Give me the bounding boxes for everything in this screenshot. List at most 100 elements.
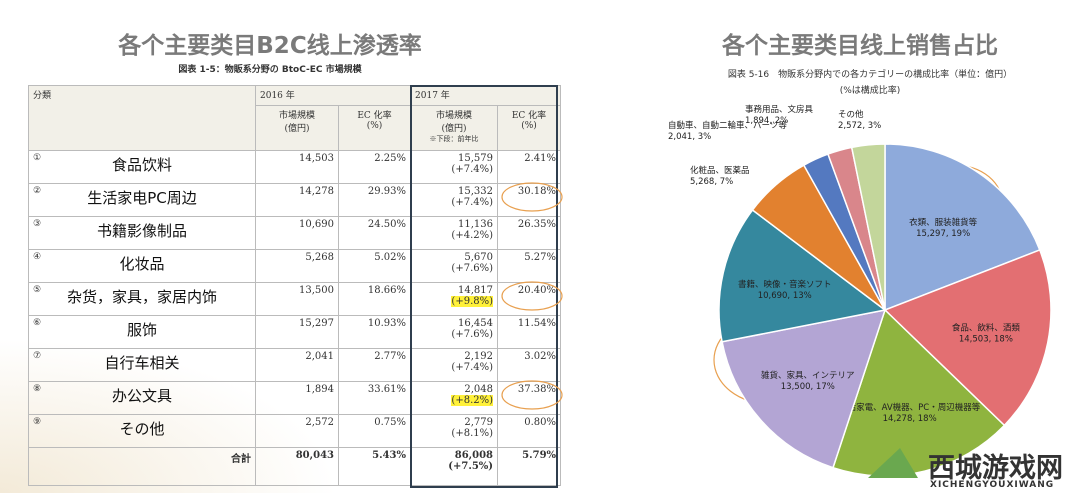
- slice-label: 食品、飲料、酒類 14,503, 18%: [952, 322, 1021, 344]
- left-title: 各个主要类目B2C线上渗透率: [118, 33, 422, 59]
- slice-value: 10,690, 13%: [758, 291, 812, 301]
- total-label: 合計: [28, 447, 256, 486]
- growth-text: (+8.1%): [451, 428, 494, 439]
- subheader-row: 市場規模 (億円) EC 化率 (%) 市場規模 (億円) ※下段：前年比 EC 化率 …: [29, 105, 562, 151]
- market-2017: 2,779 (+8.1%): [410, 414, 499, 448]
- subheader-cell: 市場規模 (億円) ※下段：前年比: [410, 105, 499, 151]
- growth: (+7.6%): [415, 329, 493, 340]
- category-cell: ① 食品饮料: [28, 150, 256, 184]
- market-2017: 15,332 (+7.4%): [410, 183, 499, 217]
- pie-slice: [883, 248, 1052, 427]
- growth: (+7.4%): [415, 362, 493, 373]
- market-value: 15,332: [458, 186, 494, 197]
- subheader-cell: EC 化率 (%): [337, 105, 412, 151]
- market-2017: 14,817 (+9.8%): [410, 282, 499, 316]
- watermark-url: XICHENGYOUXIWANG: [930, 480, 1055, 490]
- growth: (+7.4%): [415, 197, 493, 208]
- row-marker: ⑨: [33, 417, 42, 427]
- growth: (+7.4%): [415, 164, 493, 175]
- header-cell: 分類: [28, 85, 256, 151]
- ec-rate-2016: 2.77%: [337, 348, 412, 382]
- table-row: ⑨ その他 2,572 0.75% 2,779 (+8.1%) 0.80%: [28, 414, 562, 448]
- table-caption: 図表 1-5：物販系分野の BtoC-EC 市場規模: [178, 65, 362, 75]
- pie-slice: [721, 309, 887, 469]
- total-row: 合計 80,043 5.43% 86,008 (+7.5%) 5.79%: [28, 447, 562, 486]
- slice-name: 雑貨、家具、インテリア: [761, 370, 855, 381]
- ec-rate-2016: 33.61%: [337, 381, 412, 415]
- market-value: 11,136: [458, 219, 494, 230]
- growth-text: (+8.2%): [451, 395, 494, 406]
- growth-text: (+7.4%): [451, 197, 494, 208]
- slice-value: 15,297, 19%: [916, 229, 970, 239]
- growth: (+8.1%): [415, 428, 493, 439]
- total-2017: 86,008 (+7.5%): [410, 447, 499, 486]
- category-name: 化妆品: [119, 255, 165, 273]
- table-note: ※下段：前年比: [429, 135, 479, 143]
- slice-name: 衣類、服装雑貨等: [909, 217, 978, 228]
- row-marker: ④: [33, 252, 42, 262]
- ec-rate-2016: 10.93%: [337, 315, 412, 349]
- slice-value: 2,041, 3%: [668, 132, 711, 142]
- slice-name: 化粧品、医薬品: [690, 165, 750, 176]
- slice-name: 自動車、自動二輪車、パーツ等: [668, 120, 787, 131]
- market-2016: 15,297: [255, 315, 339, 349]
- growth: (+4.2%): [415, 230, 493, 241]
- row-marker: ⑦: [33, 351, 42, 361]
- slice-label: その他 2,572, 3%: [838, 109, 881, 131]
- market-2017: 15,579 (+7.4%): [410, 150, 499, 184]
- ec-rate-2017: 2.41%: [497, 150, 562, 184]
- growth-text: (+4.2%): [451, 230, 494, 241]
- table-row: ② 生活家电PC周边 14,278 29.93% 15,332 (+7.4%) 30.18%: [28, 183, 562, 217]
- slice-label: 雑貨、家具、インテリア 13,500, 17%: [761, 370, 855, 392]
- pie-slice: [850, 143, 886, 311]
- slice-label: 書籍、映像・音楽ソフト 10,690, 13%: [738, 279, 832, 301]
- table-row: ③ 书籍影像制品 10,690 24.50% 11,136 (+4.2%) 26.35%: [28, 216, 562, 250]
- subheader-text: 市場規模 (億円): [278, 111, 315, 134]
- pie-slice: [832, 308, 1006, 477]
- growth-text: (+7.4%): [451, 164, 494, 175]
- category-name: 生活家电PC周边: [87, 189, 197, 207]
- row-marker: ⑤: [33, 285, 42, 295]
- category-name: 食品饮料: [111, 156, 172, 174]
- category-cell: ② 生活家电PC周边: [28, 183, 256, 217]
- slice-name: その他: [838, 109, 864, 120]
- slice-name: 食品、飲料、酒類: [952, 322, 1021, 333]
- market-value: 2,192: [464, 351, 494, 362]
- category-cell: ⑨ その他: [28, 414, 256, 448]
- logo: [868, 448, 918, 478]
- market-2016: 14,278: [255, 183, 339, 217]
- table-row: ⑥ 服饰 15,297 10.93% 16,454 (+7.6%) 11.54%: [28, 315, 562, 349]
- ec-rate-2017: 11.54%: [497, 315, 562, 349]
- pie: 衣類、服装雑貨等 15,297, 19% 食品、飲料、酒類 14,503, 18% 生活…: [668, 104, 1052, 477]
- table: 分類 2016 年 2017 年市場規模 (億円) EC 化率 (%) 市場規模 (億円…: [28, 85, 562, 486]
- watermark: 西城游戏网: [928, 453, 1063, 484]
- category-cell: ⑦ 自行车相关: [28, 348, 256, 382]
- growth: (+9.8%): [415, 296, 494, 307]
- table-row: ① 食品饮料 14,503 2.25% 15,579 (+7.4%) 2.41%: [28, 150, 562, 184]
- market-2017: 2,048 (+8.2%): [410, 381, 499, 415]
- market-2016: 14,503: [255, 150, 339, 184]
- total-growth: (+7.5%): [448, 461, 494, 472]
- chart-note: (%は構成比率): [839, 86, 901, 96]
- row-marker: ⑥: [33, 318, 42, 328]
- subheader-text: EC 化率 (%): [511, 111, 547, 131]
- growth: (+7.6%): [415, 263, 493, 274]
- slice-value: 13,500, 17%: [781, 382, 835, 392]
- slice-value: 14,278, 18%: [883, 414, 937, 424]
- row-marker: ③: [33, 219, 42, 229]
- slice-label: 自動車、自動二輪車、パーツ等 2,041, 3%: [668, 120, 787, 142]
- subheader-text: 市場規模 (億円): [436, 111, 473, 134]
- market-2017: 11,136 (+4.2%): [410, 216, 499, 250]
- ec-rate-2017: 0.80%: [497, 414, 562, 448]
- row-marker: ②: [33, 186, 42, 196]
- table-row: ⑧ 办公文具 1,894 33.61% 2,048 (+8.2%) 37.38%: [28, 381, 562, 415]
- total-ec-2017: 5.79%: [497, 447, 562, 486]
- header-row: 分類 2016 年 2017 年: [28, 85, 562, 151]
- ec-rate-2017: 5.27%: [497, 249, 562, 283]
- slice-name: 事務用品、文房具: [745, 104, 814, 115]
- growth-text: (+7.6%): [451, 263, 494, 274]
- subheader-text: EC 化率 (%): [357, 111, 392, 131]
- row-marker: ⑧: [33, 384, 42, 394]
- market-value: 15,579: [458, 153, 494, 164]
